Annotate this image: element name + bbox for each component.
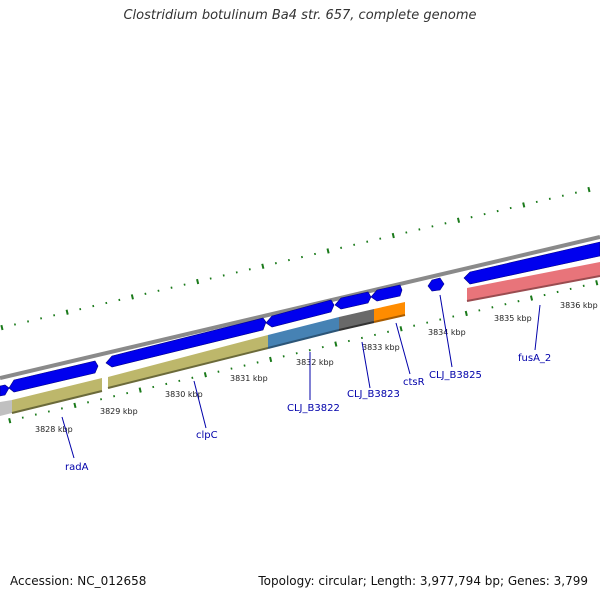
gene-label-ctsR[interactable]: ctsR <box>403 377 425 388</box>
cds-arrow[interactable] <box>427 277 445 292</box>
feature-block[interactable] <box>0 400 12 416</box>
leader-line <box>439 294 453 368</box>
major-tick <box>587 186 591 193</box>
gene-leaders <box>61 294 541 459</box>
feature-shadow <box>107 347 269 389</box>
feature-block[interactable] <box>108 335 268 388</box>
major-tick <box>73 402 77 409</box>
major-tick <box>529 295 534 301</box>
major-tick <box>334 341 338 347</box>
major-tick <box>456 217 461 223</box>
inner-tick-ring <box>8 280 599 424</box>
gene-label-fusA_2[interactable]: fusA_2 <box>518 353 551 364</box>
feature-shadow <box>466 275 600 302</box>
feature-block[interactable] <box>12 378 102 413</box>
cds-arrow[interactable] <box>370 284 403 302</box>
feature-shadow <box>267 329 340 349</box>
major-tick <box>196 278 200 285</box>
major-tick <box>65 309 69 315</box>
gene-label-CLJ_B3823[interactable]: CLJ_B3823 <box>347 389 400 400</box>
genome-backbone <box>0 235 600 380</box>
feature-block[interactable] <box>268 317 339 348</box>
major-tick <box>464 310 468 317</box>
genome-summary-text: Topology: circular; Length: 3,977,794 bp… <box>258 574 588 588</box>
tick-label: 3835 kbp <box>494 314 532 323</box>
gene-labels: radA clpC CLJ_B3822 CLJ_B3823 ctsR CLJ_B… <box>65 353 551 473</box>
tick-label: 3833 kbp <box>362 343 400 352</box>
feature-shadow <box>373 314 406 323</box>
accession-text: Accession: NC_012658 <box>10 574 147 588</box>
major-tick <box>595 280 599 286</box>
major-tick <box>391 232 395 239</box>
cds-arrow[interactable] <box>463 241 600 285</box>
feature-shadow <box>338 321 375 331</box>
map-title: Clostridium botulinum Ba4 str. 657, comp… <box>123 8 477 23</box>
outer-tick-ring <box>0 186 591 331</box>
major-tick <box>130 294 134 300</box>
leader-line <box>61 416 75 459</box>
leader-line <box>534 304 541 351</box>
leader-line <box>193 380 207 429</box>
gene-label-radA[interactable]: radA <box>65 462 89 473</box>
gene-label-CLJ_B3825[interactable]: CLJ_B3825 <box>429 370 482 381</box>
feature-track <box>0 262 600 416</box>
major-tick <box>203 372 207 378</box>
tick-label: 3834 kbp <box>428 328 466 337</box>
gene-label-clpC[interactable]: clpC <box>196 430 218 441</box>
tick-label: 3831 kbp <box>230 374 268 383</box>
tick-label: 3829 kbp <box>100 407 138 416</box>
feature-block[interactable] <box>467 262 600 301</box>
tick-label: 3832 kbp <box>296 358 334 367</box>
tick-label: 3836 kbp <box>560 301 598 310</box>
major-tick <box>269 356 273 363</box>
cds-arrow[interactable] <box>105 317 267 368</box>
major-tick <box>399 326 403 332</box>
major-tick <box>8 418 12 424</box>
feature-block[interactable] <box>339 309 374 330</box>
cds-arrow[interactable] <box>0 384 10 397</box>
cds-arrow[interactable] <box>334 291 372 310</box>
major-tick <box>326 248 330 254</box>
tick-label: 3828 kbp <box>35 425 73 434</box>
major-tick <box>522 202 526 208</box>
major-tick <box>138 387 142 393</box>
cds-arrow[interactable] <box>265 299 335 328</box>
major-tick <box>0 324 4 331</box>
major-tick <box>261 263 265 269</box>
tick-label: 3830 kbp <box>165 390 203 399</box>
feature-block[interactable] <box>374 302 405 322</box>
tick-labels: 3828 kbp 3829 kbp 3830 kbp 3831 kbp 3832… <box>35 301 598 434</box>
feature-shadow <box>11 390 103 414</box>
leader-line <box>395 322 411 375</box>
leader-line <box>361 341 371 389</box>
forward-cds-track <box>0 241 600 397</box>
cds-arrow[interactable] <box>8 360 99 393</box>
gene-label-CLJ_B3822[interactable]: CLJ_B3822 <box>287 403 340 414</box>
